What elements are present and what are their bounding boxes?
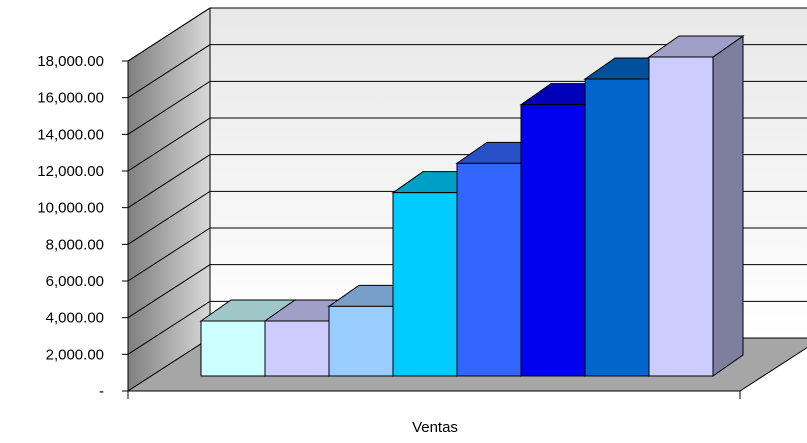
y-tick-label: 4,000.00 <box>46 310 104 327</box>
bar-front <box>200 320 266 377</box>
y-tick-label: 18,000.00 <box>37 53 104 70</box>
y-tick-label: 8,000.00 <box>46 236 104 253</box>
y-tick-label: 2,000.00 <box>46 346 104 363</box>
y-tick-label: 10,000.00 <box>37 200 104 217</box>
gridline <box>127 44 807 99</box>
bar-front <box>520 104 586 377</box>
bar <box>647 35 745 377</box>
x-axis-label: Ventas <box>412 419 458 436</box>
bar-side <box>712 35 744 377</box>
bar-front <box>648 56 714 377</box>
bar-front <box>328 305 394 377</box>
bar-front <box>392 192 458 377</box>
y-tick-label: - <box>99 383 104 400</box>
y-tick-label: 12,000.00 <box>37 163 104 180</box>
gridline <box>127 7 807 62</box>
bars <box>199 35 745 377</box>
y-tick-label: 6,000.00 <box>46 273 104 290</box>
bar-front <box>456 162 522 377</box>
bar-front <box>264 320 330 377</box>
y-tick-label: 16,000.00 <box>37 90 104 107</box>
axes: - 2,000.00 4,000.00 6,000.00 8,000.00 10,000.… <box>37 53 741 400</box>
y-tick-label: 14,000.00 <box>37 126 104 143</box>
bar-front <box>584 78 650 377</box>
